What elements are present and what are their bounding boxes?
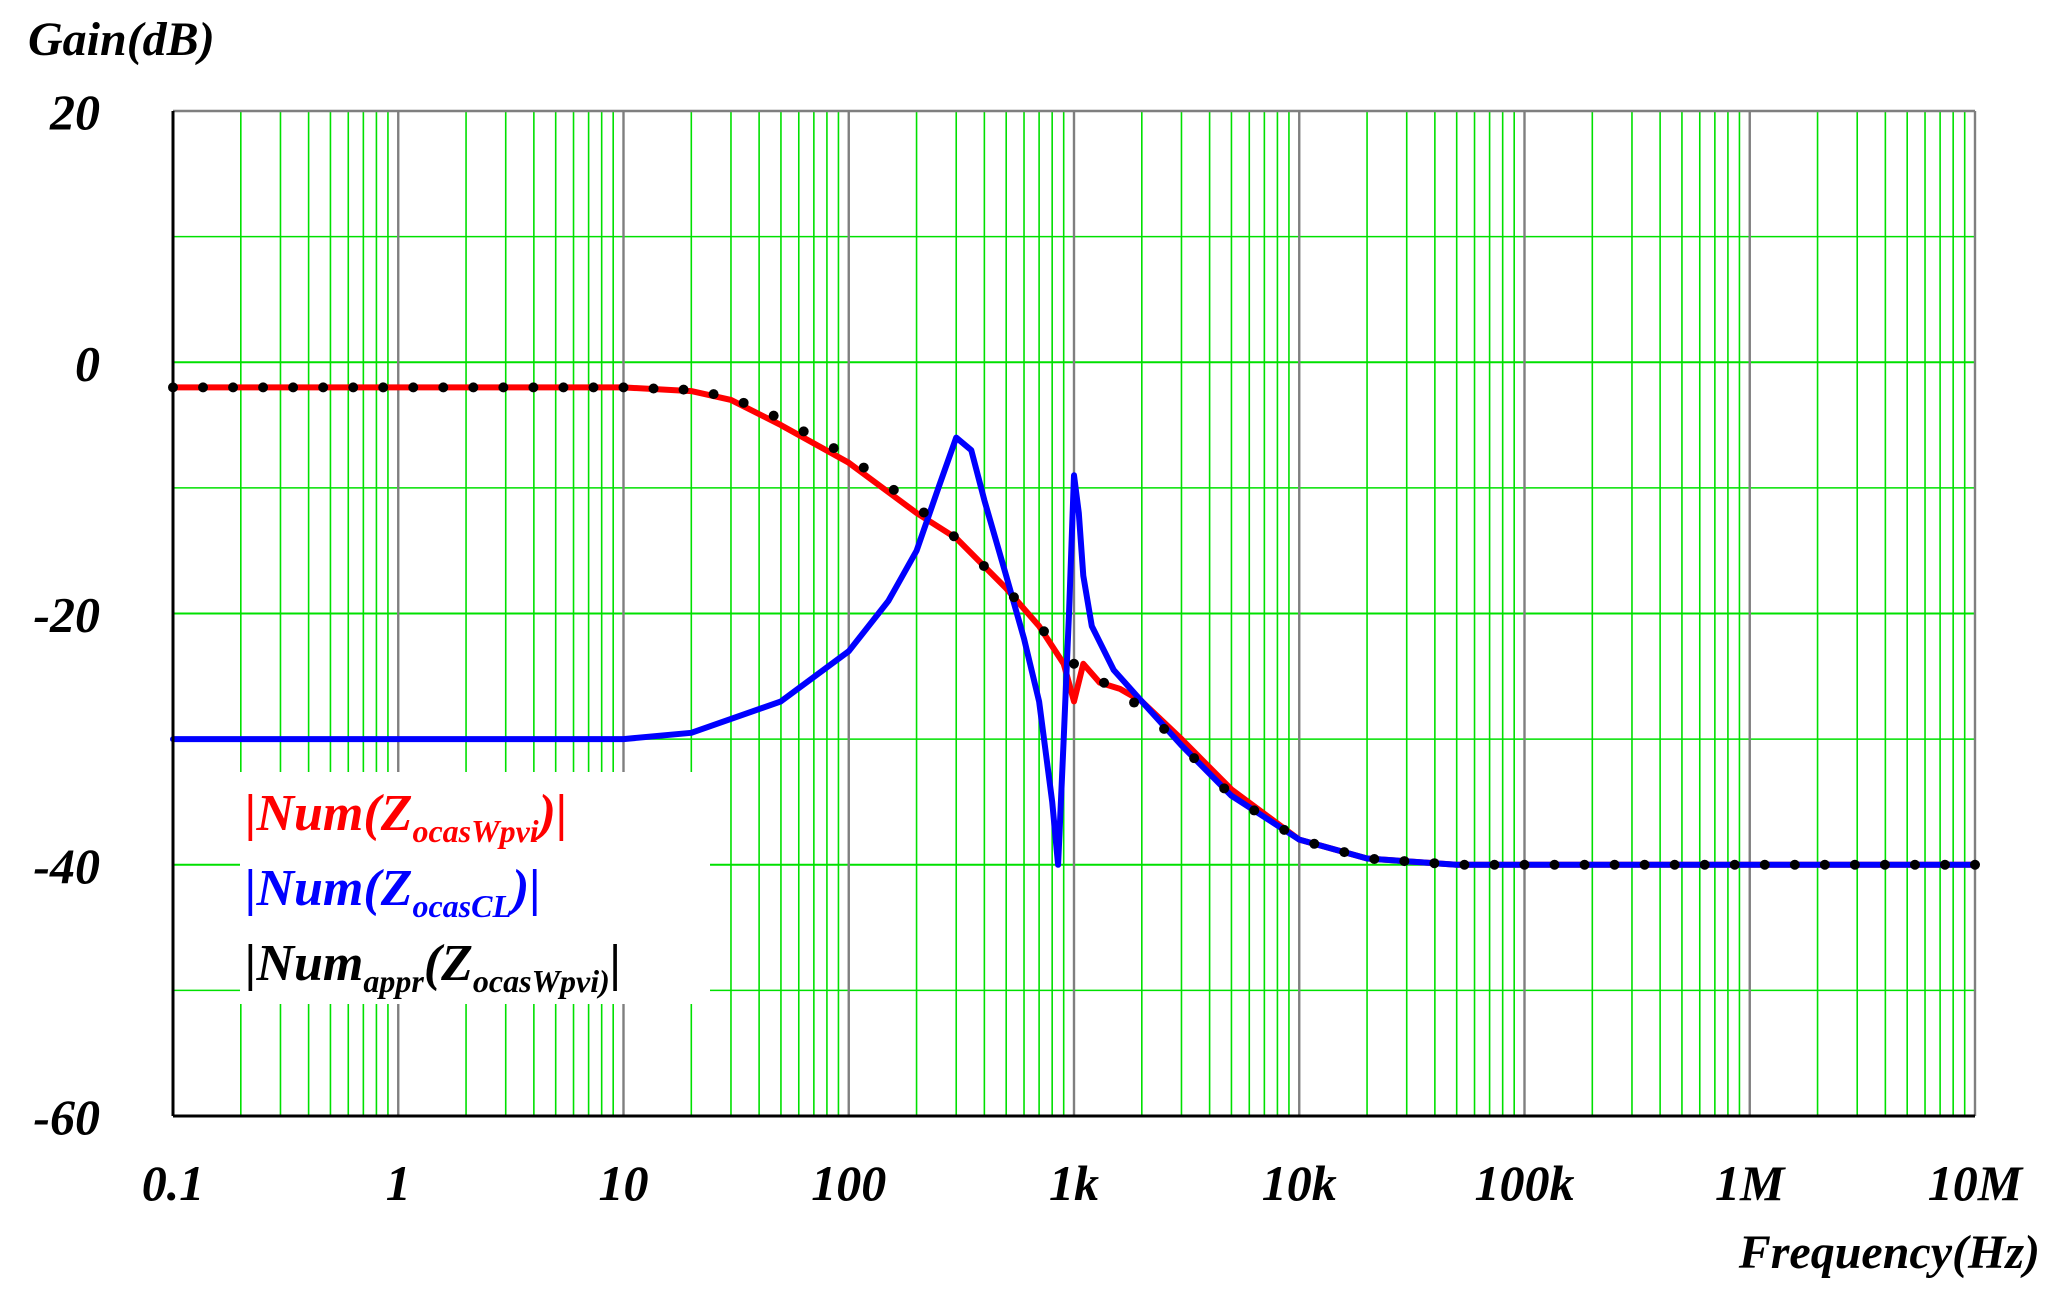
legend: |Num(ZocasWpvi)| |Num(ZocasCL)| |Numappr(Z…	[245, 785, 621, 999]
series-1-line	[170, 434, 1978, 868]
series-2-point	[1579, 859, 1590, 870]
y-tick-label: -60	[33, 1089, 100, 1145]
series-2-point	[618, 382, 629, 393]
series-2-point	[1129, 697, 1140, 708]
x-tick-label: 0.1	[142, 1155, 205, 1211]
series-2-point	[1099, 677, 1110, 688]
series-2-point	[1849, 859, 1860, 870]
series-2-point	[1429, 858, 1440, 869]
series-2-point	[1008, 592, 1019, 603]
legend-entry: |Num(ZocasCL)|	[245, 860, 541, 924]
series-2-point	[918, 507, 929, 518]
series-layer	[168, 382, 1980, 870]
series-2-point	[1399, 856, 1410, 867]
y-tick-label: 0	[75, 335, 100, 391]
series-2-point	[1759, 859, 1770, 870]
series-2-point	[1309, 838, 1320, 849]
x-tick-label: 1M	[1715, 1155, 1786, 1211]
x-tick-label: 100	[811, 1155, 886, 1211]
series-2-point	[588, 382, 599, 393]
series-2-point	[1939, 859, 1950, 870]
series-2-point	[948, 531, 959, 542]
series-2-point	[768, 410, 779, 421]
series-2-point	[558, 382, 569, 393]
series-2-point	[888, 484, 899, 495]
legend-background	[240, 772, 710, 1004]
series-2-point	[828, 443, 839, 454]
x-axis-label: Frequency(Hz)	[1738, 1226, 2040, 1279]
series-2-point	[1519, 859, 1530, 870]
series-2-point	[468, 382, 479, 393]
series-2-point	[1970, 859, 1980, 870]
series-2-point	[1249, 805, 1260, 816]
series-2-point	[1279, 824, 1290, 835]
series-2-point	[738, 397, 749, 408]
series-2-point	[1369, 853, 1380, 864]
series-2-point	[198, 382, 209, 393]
series-2-point	[858, 462, 869, 473]
x-tick-label: 1	[386, 1155, 411, 1211]
series-2-point	[798, 426, 809, 437]
series-2-point	[288, 382, 299, 393]
series-2-point	[1639, 859, 1650, 870]
series-2-point	[1038, 626, 1049, 637]
y-tick-label: 20	[49, 84, 100, 140]
series-2-point	[708, 389, 719, 400]
series-2-point	[1489, 859, 1500, 870]
series-2-point	[1819, 859, 1830, 870]
tick-labels: 20 0 -20 -40 -60 0.1 1 10 100 1k 10k 100k 1M 10M	[33, 84, 2023, 1211]
series-2-point	[258, 382, 269, 393]
series-2-point	[648, 383, 659, 394]
legend-entry: |Numappr(ZocasWpvi)|	[245, 935, 621, 999]
legend-entry: |Num(ZocasWpvi)|	[245, 785, 567, 849]
series-2-point	[1609, 859, 1620, 870]
y-axis-label: Gain(dB)	[28, 13, 215, 66]
x-tick-label: 10k	[1262, 1155, 1337, 1211]
series-2-point	[1909, 859, 1920, 870]
x-tick-label: 10	[599, 1155, 649, 1211]
series-2-point	[1219, 783, 1230, 794]
series-2-point	[378, 382, 389, 393]
series-2-point	[348, 382, 359, 393]
series-2-point	[678, 384, 689, 395]
series-2-point	[528, 382, 539, 393]
series-2-point	[978, 560, 989, 571]
series-2-point	[318, 382, 329, 393]
series-2-point	[1789, 859, 1800, 870]
series-2-point	[1459, 859, 1470, 870]
y-tick-label: -40	[33, 838, 100, 894]
series-2-point	[228, 382, 239, 393]
series-2-point	[1069, 658, 1079, 669]
x-tick-label: 10M	[1928, 1155, 2024, 1211]
y-tick-label: -20	[33, 587, 100, 643]
series-2-point	[438, 382, 449, 393]
series-2-point	[1729, 859, 1740, 870]
series-2-point	[1339, 847, 1350, 858]
series-2-point	[1699, 859, 1710, 870]
series-2-point	[1549, 859, 1560, 870]
series-2-point	[1159, 723, 1170, 734]
x-tick-label: 1k	[1049, 1155, 1099, 1211]
series-2-point	[498, 382, 509, 393]
series-2-point	[1189, 753, 1200, 764]
series-2-point	[1669, 859, 1680, 870]
series-2-point	[1879, 859, 1890, 870]
series-2-point	[408, 382, 419, 393]
series-2-dots	[168, 382, 1980, 870]
x-tick-label: 100k	[1475, 1155, 1575, 1211]
